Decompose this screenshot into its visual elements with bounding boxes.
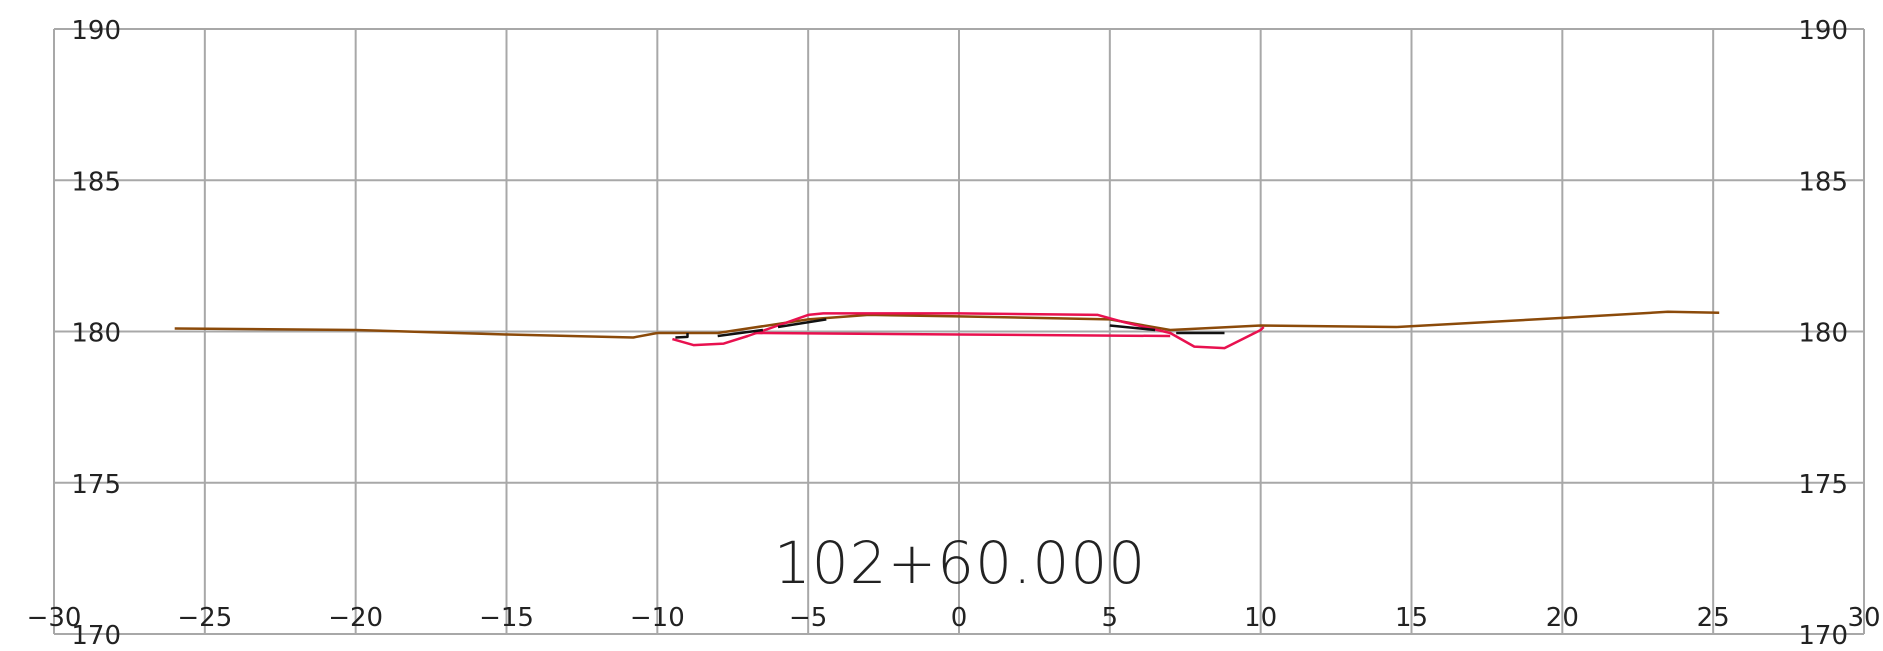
y-tick-label-left: 190	[71, 16, 121, 46]
series-line-5	[717, 328, 764, 338]
y-tick-label-left: 175	[71, 470, 121, 500]
x-tick-label: −15	[479, 603, 534, 633]
x-tick-label: 0	[951, 603, 968, 633]
x-tick-label: 30	[1847, 603, 1880, 633]
y-tick-label-right: 175	[1798, 470, 1848, 500]
series-group	[174, 310, 1720, 350]
series-line-2	[672, 312, 1265, 350]
x-tick-label: 5	[1102, 603, 1119, 633]
y-tick-label-right: 170	[1798, 621, 1848, 651]
x-tick-label: −30	[27, 603, 82, 633]
x-tick-label: 10	[1244, 603, 1277, 633]
series-line-3	[753, 331, 1171, 338]
x-tick-label: 15	[1395, 603, 1428, 633]
y-tick-label-left: 185	[71, 167, 121, 197]
x-tick-label: 25	[1697, 603, 1730, 633]
series-line-6	[777, 318, 827, 329]
station-label: 102+60.000	[774, 529, 1146, 597]
y-tick-label-right: 185	[1798, 167, 1848, 197]
series-line-1	[174, 310, 1720, 339]
x-tick-label: −10	[630, 603, 685, 633]
grid	[53, 28, 1865, 635]
series-line-7	[1109, 324, 1156, 332]
y-axis-right-ticks: 170 175 180 185 190	[1798, 16, 1848, 651]
y-tick-label-right: 190	[1798, 16, 1848, 46]
y-tick-label-left: 170	[71, 621, 121, 651]
x-tick-label: −5	[789, 603, 827, 633]
x-tick-label: −25	[177, 603, 232, 633]
y-axis-left-ticks: 170 175 180 185 190	[71, 16, 121, 651]
y-tick-label-right: 180	[1798, 319, 1848, 349]
series-line-4	[675, 333, 689, 339]
y-tick-label-left: 180	[71, 319, 121, 349]
x-tick-label: −20	[328, 603, 383, 633]
x-axis-ticks: −30 −25 −20 −15 −10 −5 0 5 10 15 20 25 30	[27, 603, 1881, 633]
x-tick-label: 20	[1546, 603, 1579, 633]
